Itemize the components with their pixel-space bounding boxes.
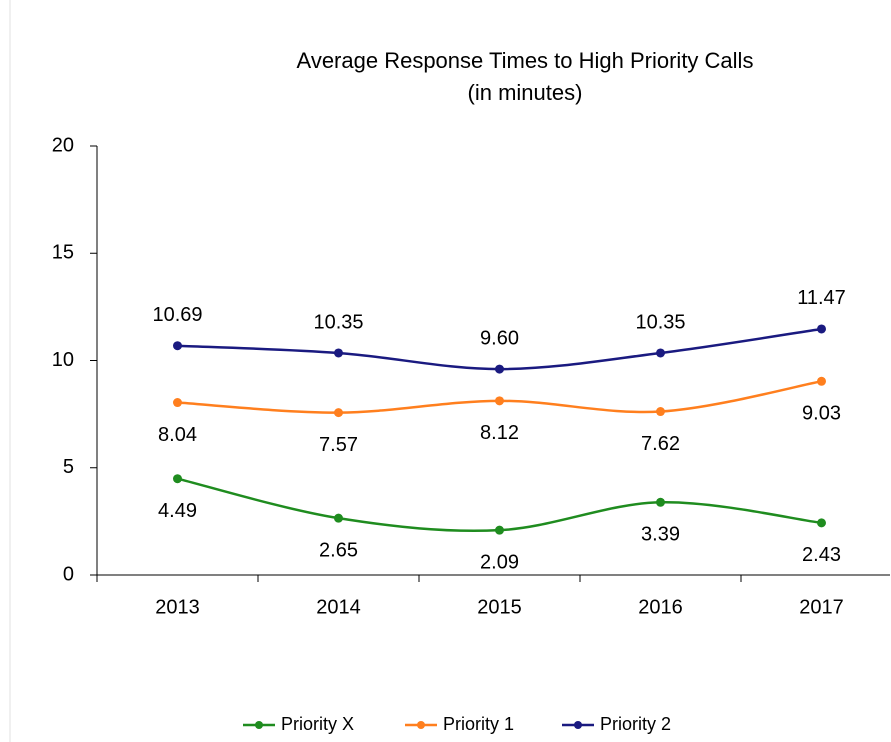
series-line — [177, 477, 822, 533]
point — [656, 407, 665, 417]
x-tick-label: 2013 — [155, 596, 200, 618]
point — [173, 398, 182, 408]
y-tick-label: 20 — [52, 134, 74, 156]
data-label: 8.12 — [480, 422, 519, 444]
data-label: 7.62 — [641, 433, 680, 455]
chart-subtitle: (in minutes) — [468, 80, 583, 105]
data-label: 9.60 — [480, 327, 519, 349]
point — [173, 474, 182, 484]
y-tick-label: 5 — [63, 456, 74, 478]
point — [656, 348, 665, 358]
point — [817, 518, 826, 528]
point — [495, 396, 504, 406]
data-label: 10.69 — [152, 304, 202, 326]
data-label: 10.35 — [313, 311, 363, 333]
legend-marker — [417, 721, 425, 729]
data-label: 10.35 — [635, 311, 685, 333]
point — [334, 348, 343, 358]
data-label: 7.57 — [319, 434, 358, 456]
point — [817, 376, 826, 386]
point — [495, 364, 504, 374]
data-label: 4.49 — [158, 500, 197, 522]
point — [495, 525, 504, 535]
legend-marker — [574, 721, 582, 729]
legend-label: Priority 2 — [600, 714, 671, 734]
legend-label: Priority 1 — [443, 714, 514, 734]
point — [656, 497, 665, 507]
data-label: 9.03 — [802, 403, 841, 425]
point — [334, 408, 343, 418]
point — [173, 341, 182, 351]
x-tick-label: 2017 — [799, 596, 844, 618]
chart-title: Average Response Times to High Priority … — [297, 48, 754, 73]
point — [817, 324, 826, 334]
x-tick-label: 2016 — [638, 596, 683, 618]
data-label: 2.65 — [319, 539, 358, 561]
y-tick-label: 15 — [52, 242, 74, 264]
y-tick-label: 10 — [52, 349, 74, 371]
data-label: 11.47 — [797, 287, 846, 309]
data-label: 2.43 — [802, 544, 841, 566]
data-label: 8.04 — [158, 424, 197, 446]
x-tick-label: 2015 — [477, 596, 522, 618]
data-label: 3.39 — [641, 524, 680, 546]
legend-marker — [255, 721, 263, 729]
x-tick-label: 2014 — [316, 596, 361, 618]
y-tick-label: 0 — [63, 563, 74, 585]
point — [334, 513, 343, 523]
legend-label: Priority X — [281, 714, 354, 734]
data-label: 2.09 — [480, 551, 519, 573]
